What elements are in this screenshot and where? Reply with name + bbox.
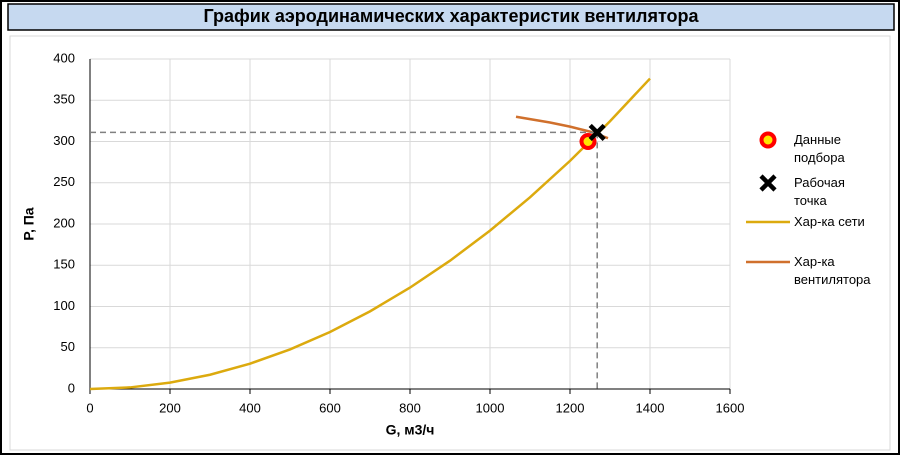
x-tick-label: 800 [399,400,421,415]
legend-label: Данные подбора [794,132,845,165]
point-marker [588,123,606,142]
legend-label: Хар-ка сети [794,214,865,229]
y-axis-label: P, Па [21,207,37,240]
y-tick-label: 300 [53,133,75,148]
x-tick-label: 1600 [716,400,745,415]
legend-label: Рабочая точка [794,175,845,208]
y-tick-label: 100 [53,298,75,313]
legend-entry: Данные подбора [794,132,845,165]
y-tick-label: 200 [53,215,75,230]
y-tick-label: 50 [61,339,75,354]
plot-frame [9,35,891,451]
x-tick-label: 0 [86,400,93,415]
y-tick-label: 150 [53,257,75,272]
x-tick-label: 400 [239,400,261,415]
legend-entry: Хар-ка вентилятора [794,254,871,287]
x-tick-label: 200 [159,400,181,415]
x-tick-label: 600 [319,400,341,415]
series-line [89,77,651,391]
x-tick-label: 1200 [556,400,585,415]
legend-entry: Хар-ка сети [794,214,865,229]
chart-title: График аэродинамических характеристик ве… [203,6,699,26]
legend-entry: Рабочая точка [794,175,845,208]
y-tick-label: 400 [53,50,75,65]
x-axis-label: G, м3/ч [386,422,435,438]
x-tick-label: 1400 [636,400,665,415]
y-tick-label: 350 [53,92,75,107]
y-tick-label: 0 [68,380,75,395]
point-marker [759,174,777,192]
x-tick-label: 1000 [476,400,505,415]
legend-label: Хар-ка вентилятора [794,254,871,287]
title-bar [7,3,895,31]
point-marker [759,131,777,149]
y-tick-label: 250 [53,174,75,189]
